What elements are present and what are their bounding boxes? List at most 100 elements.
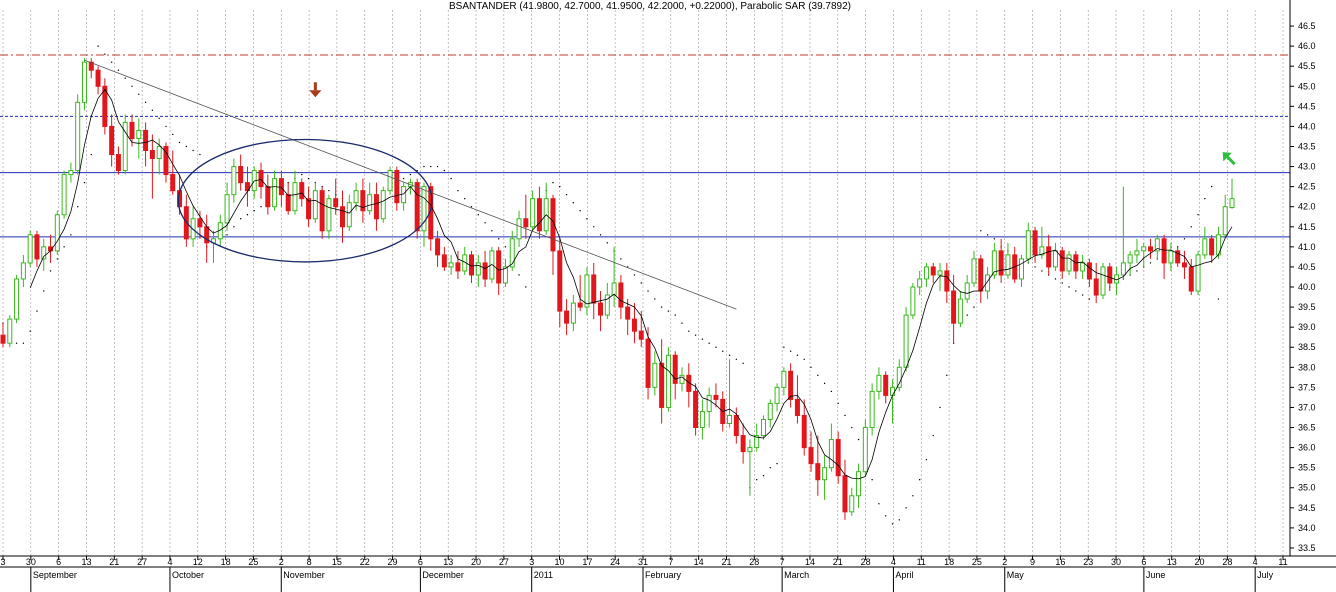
sar-dot (457, 189, 459, 192)
candle (299, 178, 305, 207)
candle (258, 162, 264, 199)
sar-dot (328, 189, 330, 192)
candle-body (557, 250, 563, 312)
sar-dot (104, 53, 106, 55)
candle (794, 375, 800, 424)
candle-body (985, 274, 991, 292)
sar-dot (83, 181, 86, 184)
y-tick-label: 37.0 (1298, 402, 1316, 412)
candle-body (278, 178, 284, 196)
candle-body (244, 182, 250, 192)
y-tick-label: 41.5 (1298, 222, 1316, 232)
candle (210, 230, 216, 263)
x-day-tick-label: 14 (694, 557, 704, 567)
sar-dot (192, 149, 194, 152)
sar-dot (49, 270, 52, 272)
candle (509, 230, 515, 271)
sar-dot (131, 85, 133, 87)
y-tick-label: 42.0 (1298, 202, 1316, 212)
y-axis: 33.5 34.0 34.5 35.0 35.5 36.0 36.5 37.0 37.5 38.0… (1289, 0, 1316, 556)
candle (1127, 250, 1133, 275)
sar-dot (117, 69, 120, 71)
y-tick-label: 46.5 (1298, 21, 1316, 31)
candle-body (876, 374, 882, 392)
candle (102, 78, 108, 135)
sar-dot (185, 145, 188, 148)
candle (1012, 246, 1018, 283)
candle (917, 270, 923, 296)
candle-body (808, 447, 814, 465)
candle (401, 182, 407, 211)
candle (1181, 250, 1187, 279)
sar-dot (1061, 282, 1063, 284)
candle (367, 182, 373, 215)
sar-dot (239, 218, 242, 220)
candle (54, 210, 60, 255)
sar-dot (789, 350, 792, 352)
sar-dot (932, 434, 934, 437)
sar-dot (857, 438, 860, 441)
candle-body (951, 290, 957, 324)
candle (930, 262, 936, 283)
candle (856, 463, 862, 508)
candle-body (937, 270, 943, 276)
sar-dot (491, 230, 493, 232)
candle-body (1154, 238, 1160, 252)
x-day-tick-label: 28 (1222, 557, 1232, 567)
candle-body (516, 218, 522, 240)
x-day-tick-label: 4 (891, 557, 896, 567)
sar-dot (783, 346, 785, 348)
sar-dot (1041, 270, 1043, 272)
y-tick-label: 41.0 (1298, 242, 1316, 252)
candle (163, 142, 169, 183)
candle (115, 146, 121, 175)
candle (713, 383, 719, 408)
candle-body (903, 314, 909, 368)
sar-dot (1149, 262, 1152, 264)
candle (971, 250, 977, 288)
parabolic-sar-dots (2, 45, 1220, 525)
candle-body (733, 414, 739, 437)
candle-body (923, 266, 929, 280)
candle (706, 387, 712, 428)
x-day-tick-label: 16 (1055, 557, 1065, 567)
candle-body (68, 170, 74, 176)
candle-body (1093, 278, 1099, 296)
candle (88, 58, 94, 79)
sar-dot (464, 197, 466, 200)
candle (380, 186, 386, 223)
candle (149, 134, 155, 199)
candle (475, 254, 481, 288)
sar-dot (436, 165, 439, 168)
candle (774, 383, 780, 412)
x-day-tick-label: 4 (1253, 557, 1258, 567)
candle-body (1161, 238, 1167, 264)
candle-body (340, 206, 346, 228)
sar-dot (755, 479, 758, 481)
candle-body (394, 170, 400, 204)
vertical-gridlines (2, 10, 1284, 556)
candle-body (1202, 238, 1208, 256)
y-tick-label: 33.5 (1298, 543, 1316, 553)
candle (903, 307, 909, 372)
candle-body (645, 338, 651, 388)
candle (808, 431, 814, 472)
candle-body (7, 318, 13, 344)
candle-body (75, 101, 81, 172)
candle-body (917, 278, 923, 288)
candle (1025, 222, 1031, 263)
x-day-tick-label: 27 (499, 557, 509, 567)
sar-dot (497, 238, 500, 240)
candle (1005, 242, 1011, 279)
candle (1222, 194, 1228, 239)
candle-body (1120, 262, 1126, 276)
candle (1202, 226, 1208, 259)
candle-body (1059, 250, 1065, 272)
candle-body (1100, 266, 1106, 296)
sar-dot (715, 346, 717, 348)
candle-body (1168, 250, 1174, 264)
candle (306, 186, 312, 227)
candle (543, 182, 549, 235)
candle (781, 367, 787, 396)
x-month-label: November (283, 570, 325, 580)
